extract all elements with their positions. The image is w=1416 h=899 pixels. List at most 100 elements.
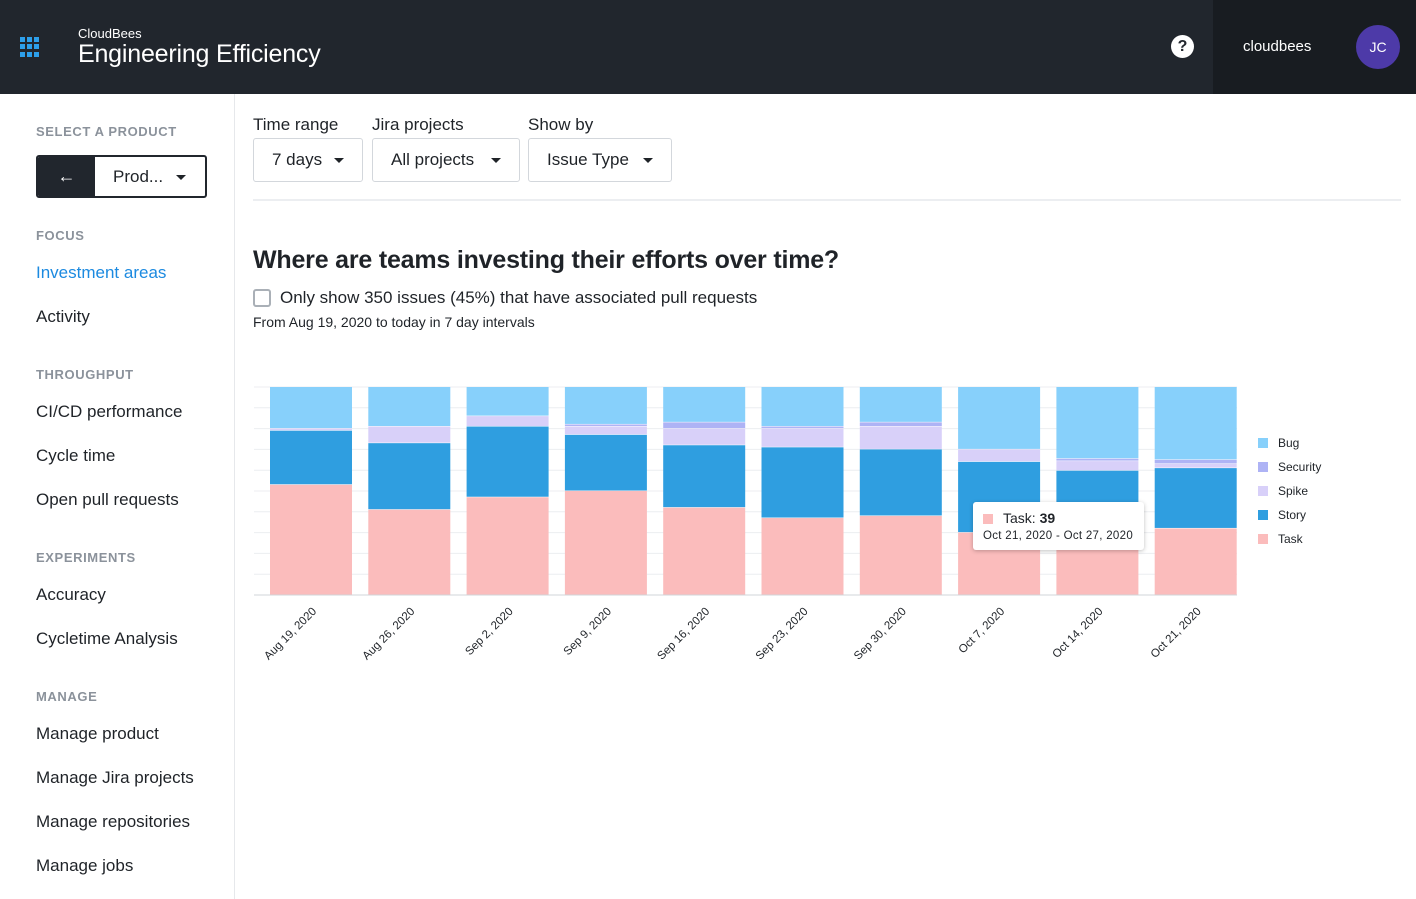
sidebar-item-cycle-time[interactable]: Cycle time xyxy=(36,446,116,465)
tooltip-value: Task: 39 xyxy=(1003,510,1056,526)
org-name[interactable]: cloudbees xyxy=(1243,38,1312,55)
legend-swatch-security xyxy=(1258,462,1268,472)
legend-label-task: Task xyxy=(1278,532,1304,546)
legend-swatch-spike xyxy=(1258,486,1268,496)
sidebar-section-throughput: THROUGHPUT xyxy=(36,367,134,382)
bar-spike-4 xyxy=(663,428,746,445)
avatar[interactable]: JC xyxy=(1356,25,1400,69)
sidebar-section-manage: MANAGE xyxy=(36,689,98,704)
bar-bug-5 xyxy=(761,387,844,427)
bar-story-6 xyxy=(859,449,942,516)
help-icon[interactable]: ? xyxy=(1171,35,1194,58)
sidebar-item-activity[interactable]: Activity xyxy=(36,307,90,326)
back-arrow-icon[interactable]: ← xyxy=(38,157,95,196)
pull-request-filter-label[interactable]: Only show 350 issues (45%) that have ass… xyxy=(280,288,758,307)
bar-task-4 xyxy=(663,507,746,595)
time-range-dropdown[interactable]: 7 days xyxy=(253,138,363,182)
sidebar-item-manage-product[interactable]: Manage product xyxy=(36,724,159,743)
tooltip-range: Oct 21, 2020 - Oct 27, 2020 xyxy=(983,530,1134,542)
bar-spike-9 xyxy=(1154,463,1237,468)
x-tick-label: Sep 9, 2020 xyxy=(562,606,614,658)
bar-story-3 xyxy=(564,434,647,491)
x-tick-label: Oct 7, 2020 xyxy=(957,606,1008,657)
account-area: cloudbees JC xyxy=(1213,0,1416,94)
bar-spike-6 xyxy=(859,426,942,449)
bar-security-9 xyxy=(1154,459,1237,464)
bar-story-0 xyxy=(270,430,352,485)
bar-bug-1 xyxy=(368,387,451,427)
select-product-heading: SELECT A PRODUCT xyxy=(36,124,177,139)
chart-tooltip: Task: 39 Oct 21, 2020 - Oct 27, 2020 xyxy=(973,502,1144,550)
sidebar-item-investment-areas[interactable]: Investment areas xyxy=(36,263,167,282)
bar-security-5 xyxy=(761,426,844,429)
bar-story-2 xyxy=(466,426,549,497)
jira-projects-dropdown[interactable]: All projects xyxy=(372,138,520,182)
sidebar-section-focus: FOCUS xyxy=(36,228,85,243)
bar-spike-5 xyxy=(761,428,844,447)
x-tick-label: Aug 19, 2020 xyxy=(262,606,319,663)
bar-bug-9 xyxy=(1154,387,1237,460)
sidebar-item-cycletime-analysis[interactable]: Cycletime Analysis xyxy=(36,629,178,648)
sidebar-item-cicd-performance[interactable]: CI/CD performance xyxy=(36,402,183,421)
jira-projects-label: Jira projects xyxy=(372,115,464,134)
jira-projects-value: All projects xyxy=(391,150,475,169)
legend-label-bug: Bug xyxy=(1278,436,1299,450)
sidebar-item-accuracy[interactable]: Accuracy xyxy=(36,585,106,604)
sidebar-item-open-pull-requests[interactable]: Open pull requests xyxy=(36,490,179,509)
bar-security-4 xyxy=(663,422,746,429)
bar-story-4 xyxy=(663,445,746,508)
chevron-down-icon xyxy=(334,158,344,163)
bar-bug-0 xyxy=(270,387,352,429)
pull-request-filter-checkbox[interactable] xyxy=(253,289,271,307)
bar-security-6 xyxy=(859,422,942,427)
product-dropdown-value: Prod... xyxy=(113,167,164,186)
bar-task-5 xyxy=(761,518,844,595)
legend-label-spike: Spike xyxy=(1278,484,1308,498)
bar-story-9 xyxy=(1154,468,1237,528)
bar-spike-7 xyxy=(958,449,1041,462)
bar-task-1 xyxy=(368,509,451,595)
bar-bug-7 xyxy=(958,387,1041,449)
sidebar-item-manage-jobs[interactable]: Manage jobs xyxy=(36,856,134,875)
x-tick-label: Sep 16, 2020 xyxy=(655,606,712,663)
chevron-down-icon xyxy=(491,158,501,163)
sidebar-item-manage-jira-projects[interactable]: Manage Jira projects xyxy=(36,768,194,787)
bar-spike-0 xyxy=(270,428,352,431)
bar-spike-3 xyxy=(564,426,647,435)
bar-spike-1 xyxy=(368,426,451,443)
bar-bug-4 xyxy=(663,387,746,422)
legend-label-story: Story xyxy=(1278,508,1306,522)
page-title: Where are teams investing their efforts … xyxy=(253,246,840,274)
app-title: Engineering Efficiency xyxy=(78,40,321,68)
show-by-dropdown[interactable]: Issue Type xyxy=(528,138,672,182)
bar-security-8 xyxy=(1056,458,1139,461)
bar-story-1 xyxy=(368,443,451,510)
bar-story-5 xyxy=(761,447,844,518)
interval-description: From Aug 19, 2020 to today in 7 day inte… xyxy=(253,314,535,330)
legend-swatch-task xyxy=(1258,534,1268,544)
x-tick-label: Oct 21, 2020 xyxy=(1149,606,1204,661)
legend-swatch-story xyxy=(1258,510,1268,520)
show-by-label: Show by xyxy=(528,115,594,134)
bar-bug-8 xyxy=(1056,387,1139,459)
sidebar: SELECT A PRODUCT ← Prod... FOCUS Investm… xyxy=(0,94,235,899)
sidebar-item-manage-repositories[interactable]: Manage repositories xyxy=(36,812,191,831)
chevron-down-icon xyxy=(643,158,653,163)
bar-spike-2 xyxy=(466,416,549,427)
tooltip-count: 39 xyxy=(1039,510,1056,526)
bar-spike-8 xyxy=(1056,461,1139,471)
bar-task-6 xyxy=(859,515,942,595)
bar-task-9 xyxy=(1154,528,1237,595)
tooltip-series: Task xyxy=(1003,510,1032,526)
product-dropdown[interactable]: Prod... xyxy=(95,157,205,196)
top-bar: CloudBees Engineering Efficiency ? cloud… xyxy=(0,0,1416,94)
bar-task-3 xyxy=(564,491,647,595)
time-range-label: Time range xyxy=(253,115,339,134)
time-range-value: 7 days xyxy=(272,150,323,169)
bar-bug-2 xyxy=(466,387,549,416)
company-name: CloudBees xyxy=(78,26,142,41)
apps-grid-icon[interactable] xyxy=(20,37,40,57)
x-tick-label: Sep 2, 2020 xyxy=(463,606,515,658)
legend-label-security: Security xyxy=(1278,460,1321,474)
tooltip-swatch xyxy=(983,514,993,524)
